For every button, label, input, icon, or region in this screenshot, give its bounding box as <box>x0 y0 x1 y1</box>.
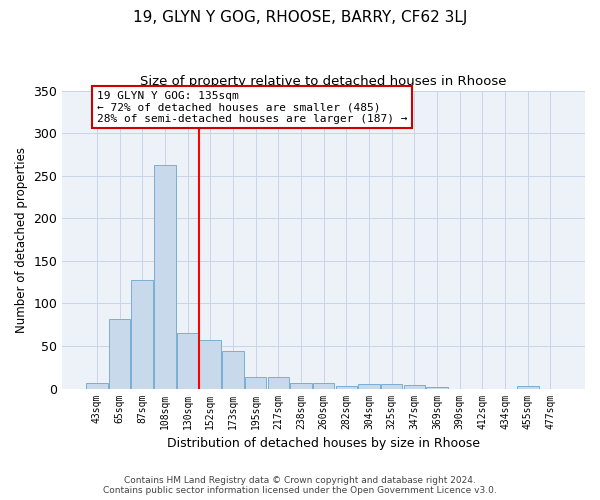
Bar <box>313 384 334 388</box>
Bar <box>199 340 221 388</box>
Bar <box>245 376 266 388</box>
Title: Size of property relative to detached houses in Rhoose: Size of property relative to detached ho… <box>140 75 507 88</box>
Bar <box>109 318 130 388</box>
Bar <box>86 384 107 388</box>
Bar <box>268 376 289 388</box>
Bar <box>290 384 312 388</box>
Text: Contains HM Land Registry data © Crown copyright and database right 2024.
Contai: Contains HM Land Registry data © Crown c… <box>103 476 497 495</box>
Y-axis label: Number of detached properties: Number of detached properties <box>15 146 28 332</box>
Bar <box>222 351 244 389</box>
Bar <box>131 280 153 388</box>
Bar <box>335 386 357 388</box>
Text: 19, GLYN Y GOG, RHOOSE, BARRY, CF62 3LJ: 19, GLYN Y GOG, RHOOSE, BARRY, CF62 3LJ <box>133 10 467 25</box>
Bar <box>177 333 199 388</box>
Bar <box>426 387 448 388</box>
Bar <box>358 384 380 388</box>
Bar <box>404 385 425 388</box>
Text: 19 GLYN Y GOG: 135sqm
← 72% of detached houses are smaller (485)
28% of semi-det: 19 GLYN Y GOG: 135sqm ← 72% of detached … <box>97 90 407 124</box>
Bar <box>154 166 176 388</box>
X-axis label: Distribution of detached houses by size in Rhoose: Distribution of detached houses by size … <box>167 437 480 450</box>
Bar <box>381 384 403 388</box>
Bar <box>517 386 539 388</box>
